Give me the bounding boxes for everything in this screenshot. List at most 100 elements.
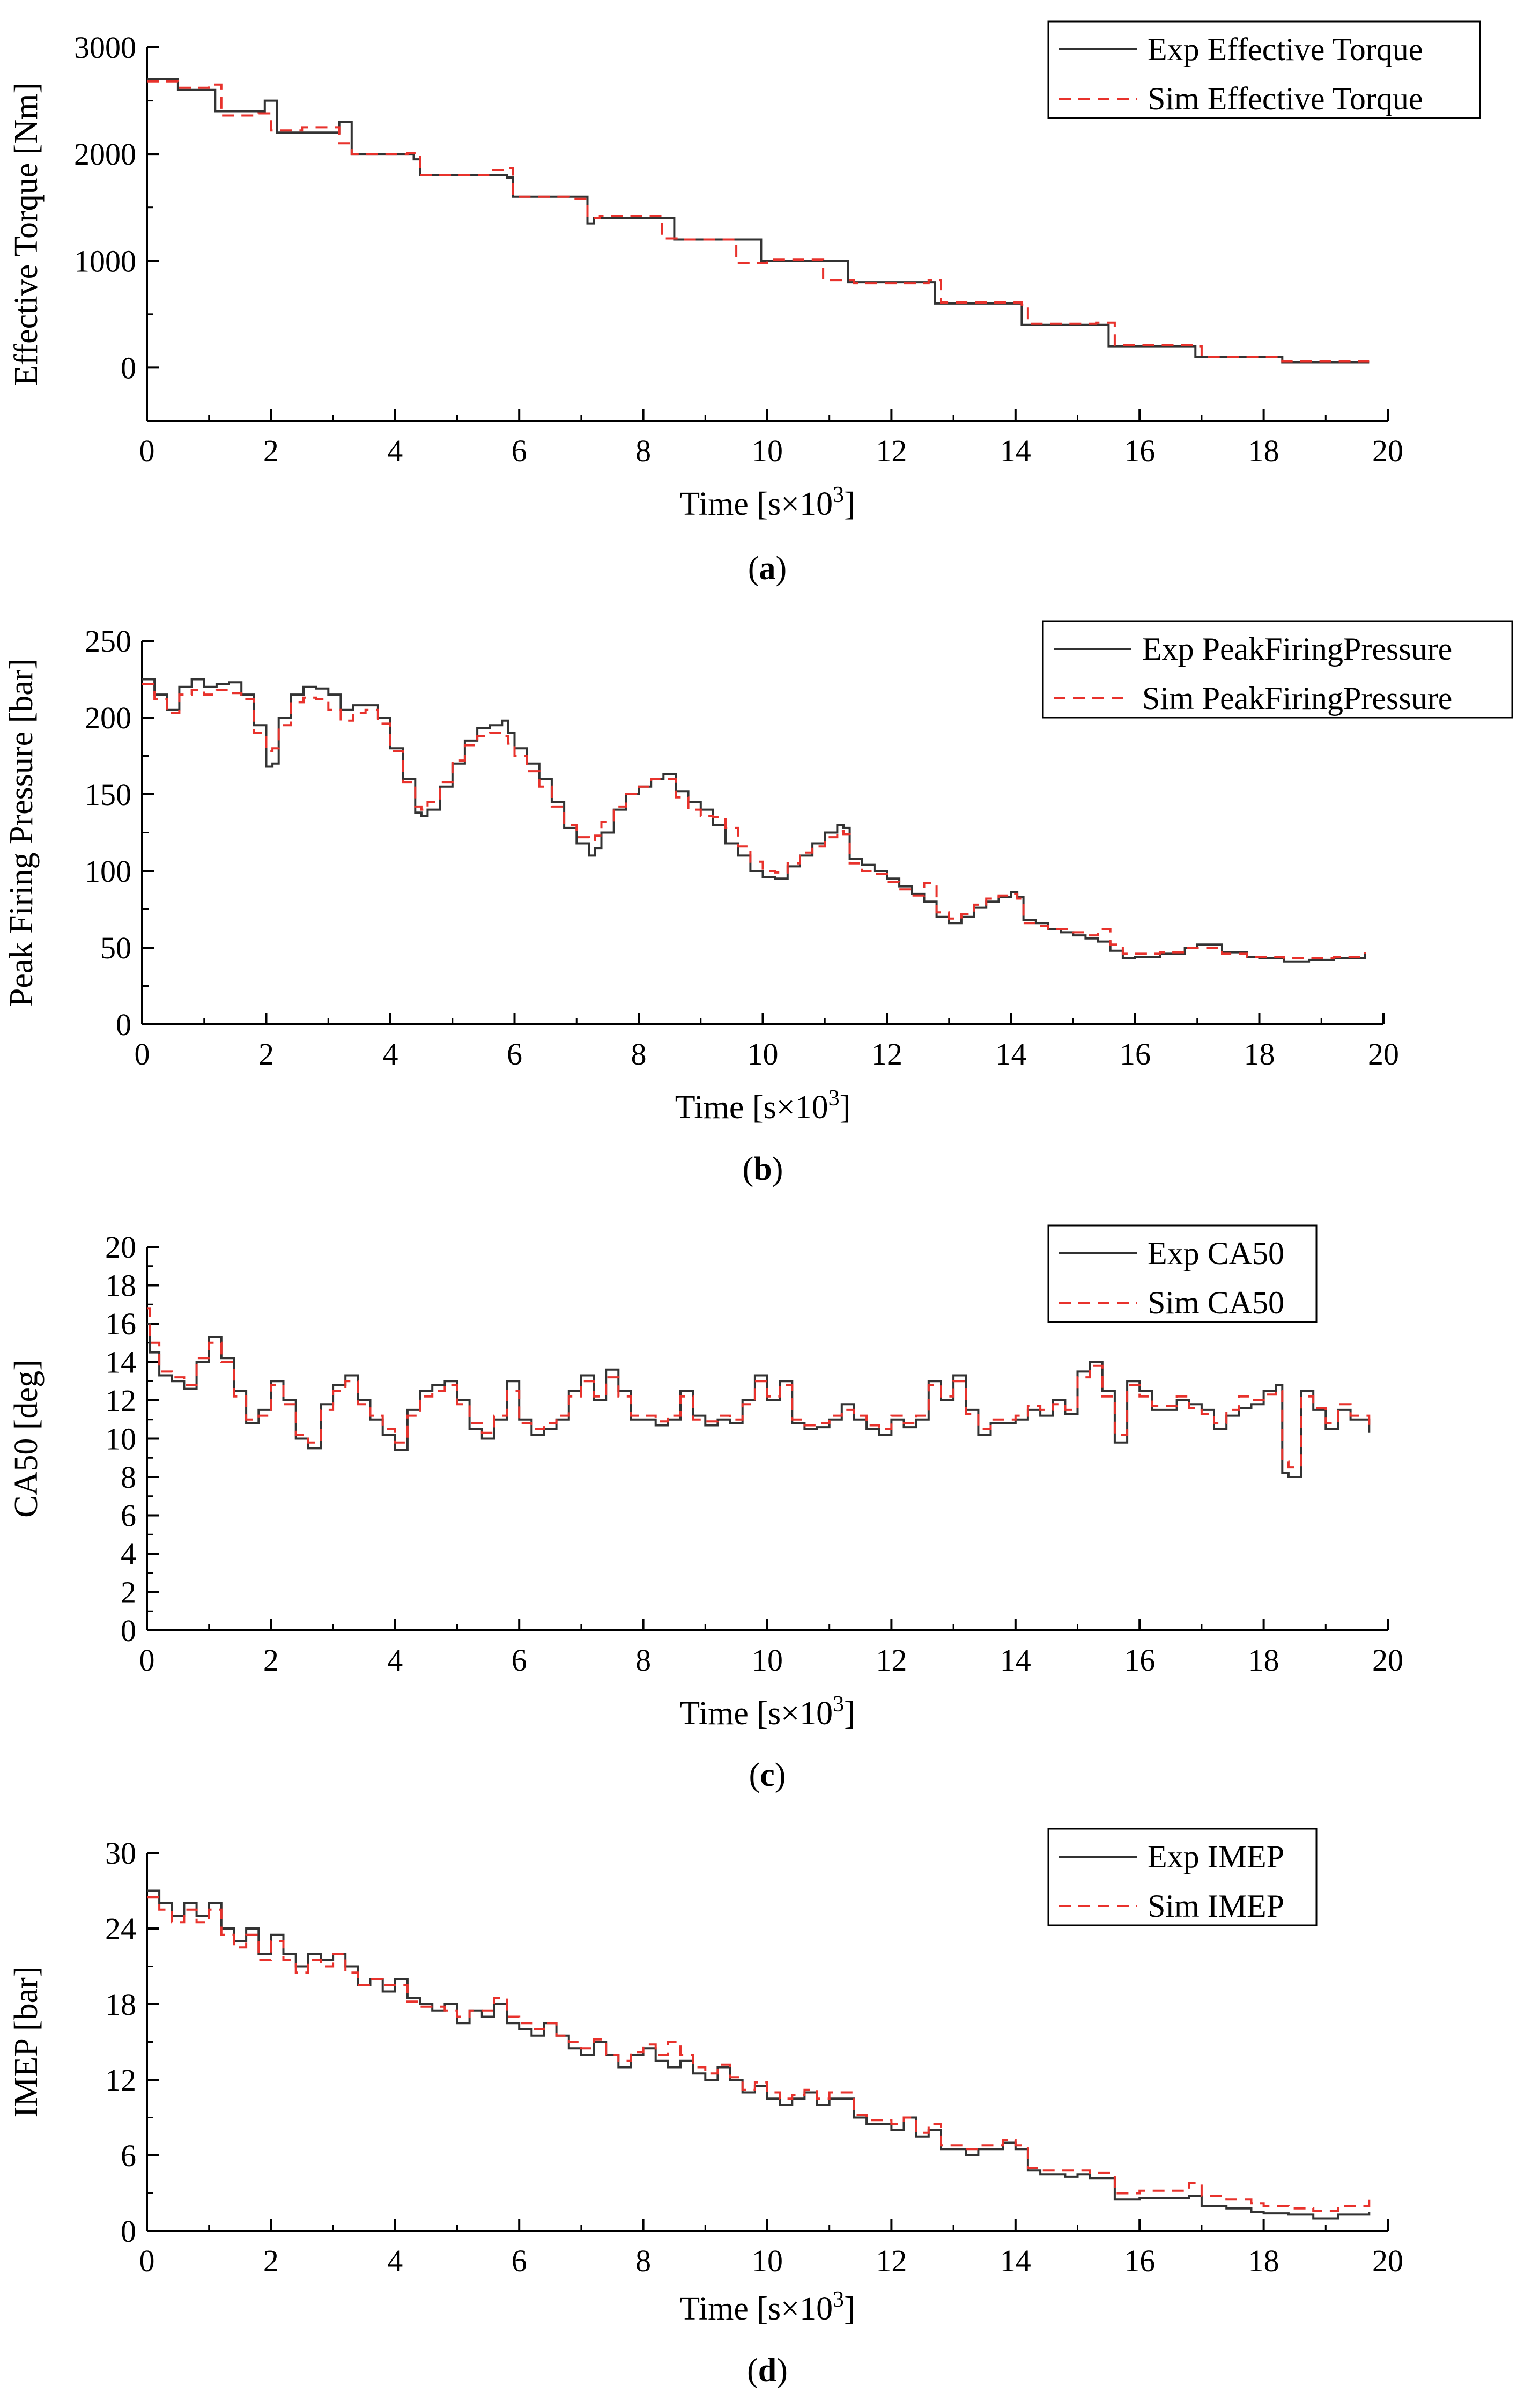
y-axis-label: Effective Torque [Nm] [8, 83, 45, 386]
y-tick-label: 0 [121, 2214, 136, 2249]
x-tick-label: 4 [387, 2243, 403, 2278]
legend-label: Sim IMEP [1148, 1888, 1284, 1924]
x-axis-label: Time [s×103] [675, 1086, 851, 1126]
x-tick-label: 18 [1248, 433, 1279, 468]
x-tick-label: 12 [876, 1643, 907, 1678]
x-tick-label: 10 [752, 2243, 783, 2278]
y-tick-label: 250 [85, 624, 131, 659]
x-tick-label: 4 [383, 1037, 398, 1072]
legend-label: Sim Effective Torque [1148, 81, 1423, 116]
x-tick-label: 4 [387, 433, 403, 468]
x-tick-label: 6 [512, 433, 527, 468]
exp-series-line [142, 678, 1366, 963]
sim-series-line [147, 80, 1370, 363]
x-tick-label: 14 [1000, 433, 1031, 468]
x-tick-label: 2 [263, 1643, 279, 1678]
y-axis-label: Peak Firing Pressure [bar] [3, 659, 40, 1007]
y-tick-label: 4 [121, 1537, 136, 1571]
legend-label: Exp CA50 [1148, 1236, 1284, 1271]
legend: Exp PeakFiringPressure Sim PeakFiringPres… [1042, 620, 1513, 719]
x-tick-label: 18 [1244, 1037, 1275, 1072]
y-tick-label: 3000 [74, 30, 136, 65]
exp-series-line [147, 1323, 1371, 1478]
y-tick-label: 16 [105, 1306, 136, 1341]
x-tick-label: 16 [1120, 1037, 1151, 1072]
x-tick-label: 14 [1000, 2243, 1031, 2278]
legend-box [1047, 1828, 1318, 1926]
y-tick-label: 18 [105, 1987, 136, 2022]
y-tick-label: 0 [121, 1613, 136, 1648]
x-tick-label: 18 [1248, 1643, 1279, 1678]
x-tick-label: 2 [258, 1037, 274, 1072]
y-tick-label: 2 [121, 1575, 136, 1610]
legend-label: Exp IMEP [1148, 1839, 1284, 1874]
x-tick-label: 16 [1124, 2243, 1155, 2278]
chart-a: 0 2 4 6 8 10 12 14 16 18 20 0 1000 2000 3000 Exp Effect… [8, 20, 1481, 587]
x-axis-label: Time [s×103] [679, 1692, 855, 1732]
y-tick-label: 10 [105, 1422, 136, 1457]
legend-label: Sim CA50 [1148, 1285, 1284, 1320]
y-tick-label: 12 [105, 2063, 136, 2097]
x-tick-label: 20 [1368, 1037, 1399, 1072]
x-tick-label: 8 [635, 1643, 651, 1678]
legend-box [1042, 620, 1513, 719]
x-tick-label: 6 [512, 1643, 527, 1678]
sim-series-line [147, 1896, 1371, 2212]
legend: Exp Effective Torque Sim Effective Torque [1047, 20, 1481, 119]
y-tick-label: 6 [121, 2138, 136, 2173]
x-tick-label: 2 [263, 433, 279, 468]
x-tick-label: 8 [635, 433, 651, 468]
y-tick-label: 24 [105, 1911, 136, 1946]
x-tick-label: 10 [752, 433, 783, 468]
x-tick-label: 8 [631, 1037, 647, 1072]
y-tick-label: 150 [85, 777, 131, 812]
x-tick-label: 16 [1124, 1643, 1155, 1678]
exp-series-line [147, 1889, 1371, 2220]
panel-caption: (a) [748, 550, 787, 587]
x-tick-label: 12 [876, 433, 907, 468]
x-tick-label: 4 [387, 1643, 403, 1678]
y-tick-label: 0 [121, 350, 136, 385]
x-tick-label: 10 [748, 1037, 779, 1072]
x-tick-label: 14 [1000, 1643, 1031, 1678]
y-tick-label: 6 [121, 1498, 136, 1533]
exp-series-line [147, 78, 1370, 364]
x-tick-label: 20 [1372, 1643, 1403, 1678]
y-tick-label: 200 [85, 700, 131, 735]
y-axis-label: CA50 [deg] [8, 1360, 45, 1517]
y-tick-label: 30 [105, 1836, 136, 1871]
x-tick-label: 12 [871, 1037, 902, 1072]
y-tick-label: 100 [85, 854, 131, 889]
y-tick-label: 2000 [74, 137, 136, 172]
y-tick-label: 18 [105, 1268, 136, 1303]
legend-box [1047, 20, 1481, 119]
legend-label: Exp PeakFiringPressure [1142, 631, 1452, 667]
legend-label: Sim PeakFiringPressure [1142, 681, 1452, 716]
legend: Exp CA50 Sim CA50 [1047, 1224, 1318, 1323]
y-tick-label: 1000 [74, 243, 136, 278]
x-tick-label: 16 [1124, 433, 1155, 468]
y-tick-label: 0 [116, 1007, 131, 1042]
panel-caption: (d) [747, 2352, 788, 2389]
x-tick-label: 14 [996, 1037, 1027, 1072]
y-axis-label: IMEP [bar] [8, 1967, 45, 2118]
x-tick-label: 0 [139, 433, 155, 468]
x-tick-label: 0 [139, 2243, 155, 2278]
x-tick-label: 10 [752, 1643, 783, 1678]
y-tick-label: 50 [100, 930, 131, 965]
panel-caption: (c) [749, 1757, 786, 1793]
y-tick-label: 8 [121, 1460, 136, 1495]
x-axis-label: Time [s×103] [679, 2287, 855, 2327]
y-tick-label: 12 [105, 1383, 136, 1418]
x-tick-label: 20 [1372, 433, 1403, 468]
x-tick-label: 12 [876, 2243, 907, 2278]
sim-series-line [142, 683, 1366, 959]
legend-box [1047, 1224, 1318, 1323]
y-tick-label: 14 [105, 1345, 136, 1380]
x-axis-label: Time [s×103] [679, 483, 855, 522]
x-tick-label: 6 [507, 1037, 522, 1072]
